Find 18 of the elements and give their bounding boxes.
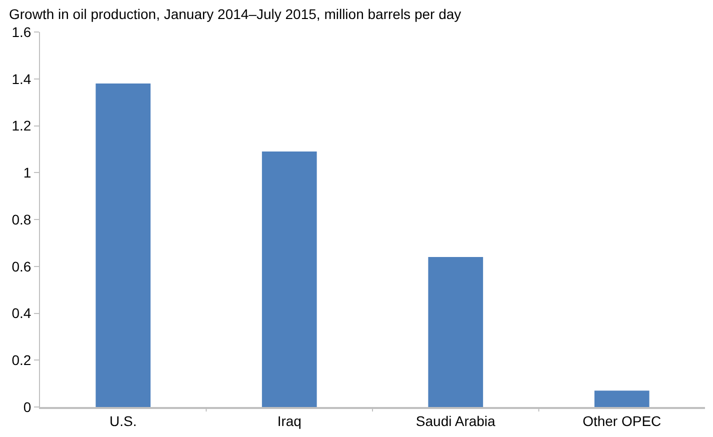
x-tick-label: Saudi Arabia	[416, 412, 496, 429]
bar	[96, 84, 151, 407]
x-tick-label: Iraq	[277, 412, 302, 429]
bar	[262, 152, 317, 407]
y-tick-label: 1.2	[12, 118, 32, 134]
y-tick-label: 1.4	[12, 70, 32, 87]
y-tick-label: 0.2	[12, 352, 32, 368]
y-tick-label: 0	[23, 398, 32, 415]
y-tick-label: 0.4	[12, 305, 32, 322]
y-tick-label: 1	[23, 164, 32, 181]
bar	[594, 390, 650, 407]
y-tick-label: 1.6	[12, 24, 32, 40]
y-tick-label: 0.8	[12, 211, 32, 228]
x-tick-label: Other OPEC	[582, 412, 662, 429]
bar	[428, 257, 484, 407]
x-tick-label: U.S.	[110, 412, 137, 429]
chart-subtitle: Growth in oil production, January 2014–July 2015, million barrels per day	[9, 6, 462, 22]
y-tick-label: 0.6	[12, 258, 32, 274]
